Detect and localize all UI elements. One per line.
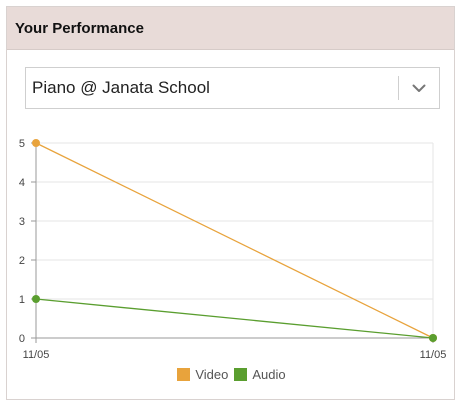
performance-card: Your Performance Piano @ Janata School 0… (6, 6, 455, 400)
chevron-down-icon[interactable] (399, 68, 439, 108)
x-tick-label: 11/05 (23, 349, 50, 361)
y-tick-label: 0 (19, 333, 25, 345)
legend-label-video: Video (195, 367, 229, 382)
y-tick-labels: 0 1 2 3 4 5 (19, 138, 25, 345)
series-line-audio (35, 298, 434, 339)
select-divider (398, 76, 399, 100)
chart-axes (31, 142, 434, 343)
performance-chart: 0 1 2 3 4 5 11/05 11/05 (19, 138, 447, 361)
y-tick-label: 3 (19, 216, 25, 228)
legend-item-audio[interactable]: Audio (234, 367, 286, 382)
chart-legend: Video Audio (7, 367, 456, 382)
select-value: Piano @ Janata School (32, 78, 210, 97)
x-tick-label: 11/05 (420, 349, 447, 361)
y-tick-label: 4 (19, 177, 25, 189)
legend-swatch-audio (234, 368, 248, 381)
instrument-school-select[interactable]: Piano @ Janata School (25, 67, 440, 109)
y-tick-label: 2 (19, 255, 25, 267)
card-header: Your Performance (7, 7, 454, 50)
y-tick-label: 1 (19, 294, 25, 306)
data-point-video[interactable] (32, 139, 40, 147)
legend-label-audio: Audio (252, 367, 286, 382)
legend-swatch-video (177, 368, 191, 381)
series-line-video (35, 142, 434, 339)
data-point-audio[interactable] (429, 334, 437, 342)
legend-item-video[interactable]: Video (177, 367, 228, 382)
chart-series (35, 142, 434, 339)
x-tick-labels: 11/05 11/05 (23, 349, 447, 361)
data-point-audio[interactable] (32, 295, 40, 303)
y-tick-label: 5 (19, 138, 25, 150)
card-title: Your Performance (15, 19, 144, 37)
chart-points (32, 139, 437, 342)
